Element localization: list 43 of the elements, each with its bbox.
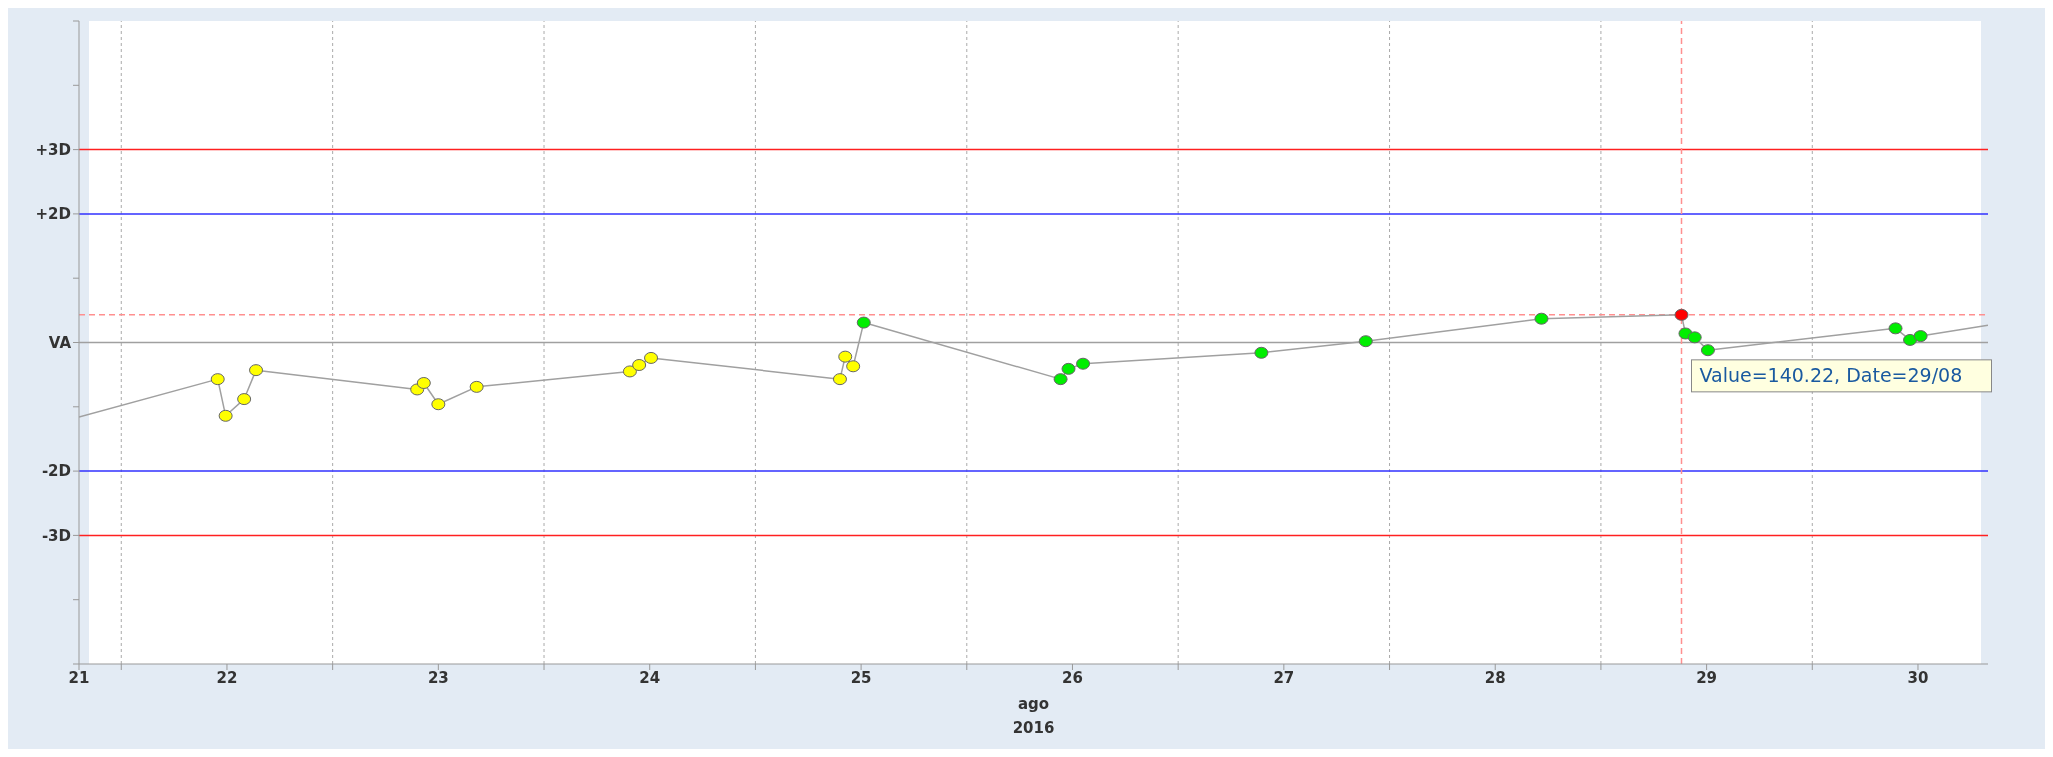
point (1674, 308, 1689, 321)
point (1061, 362, 1076, 375)
y-tick-label: VA (48, 333, 72, 352)
point (469, 380, 484, 393)
point (1053, 373, 1068, 386)
x-tick-label: 28 (1484, 668, 1506, 687)
point (838, 350, 853, 363)
annotation: Value=140.22, Date=29/08 (1699, 363, 1963, 386)
point (632, 359, 647, 372)
y-tick-label: -2D (41, 462, 71, 481)
point (431, 398, 446, 411)
point (249, 364, 264, 377)
point (416, 377, 431, 390)
point (1254, 346, 1269, 359)
point (218, 409, 233, 422)
point (210, 373, 225, 386)
point (846, 360, 861, 373)
point (1903, 333, 1918, 346)
x-tick-label: 21 (68, 668, 90, 687)
point (1888, 322, 1903, 335)
x-tick-label: 27 (1273, 668, 1295, 687)
point (832, 373, 847, 386)
x-tick-label: 23 (427, 668, 449, 687)
point (856, 316, 871, 329)
x-tick-label: 26 (1062, 668, 1083, 687)
x-tick-label: 30 (1907, 668, 1929, 687)
x-tick-label: 25 (850, 668, 872, 687)
point (1534, 312, 1549, 325)
point (644, 351, 659, 364)
point (622, 365, 637, 378)
point (237, 393, 252, 406)
y-tick-label: -3D (41, 526, 71, 545)
point (1913, 330, 1928, 343)
x-tick-label: 22 (216, 668, 238, 687)
point (1076, 357, 1091, 370)
point (1687, 331, 1702, 344)
x-axis-title: ago 2016 (1012, 695, 1055, 737)
x-tick-label: 29 (1696, 668, 1718, 687)
point (1700, 344, 1715, 357)
point (1358, 335, 1373, 348)
y-tick-label: +2D (35, 205, 71, 224)
y-tick-label: +3D (35, 140, 71, 159)
x-tick-label: 24 (639, 668, 661, 687)
